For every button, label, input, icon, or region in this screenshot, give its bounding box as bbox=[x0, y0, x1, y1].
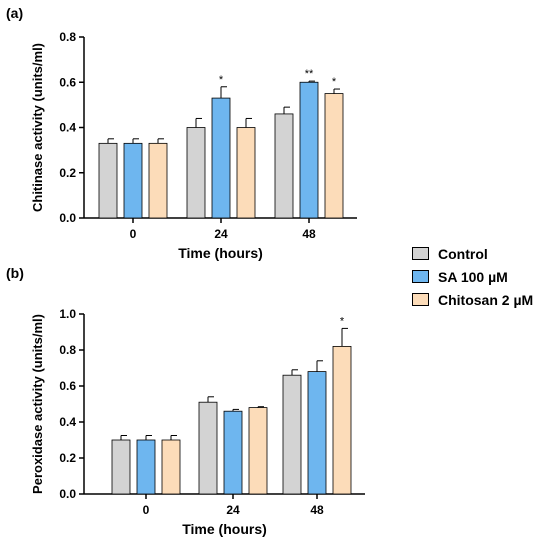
legend-label-sa: SA 100 µM bbox=[438, 268, 508, 285]
panel-b-bar bbox=[307, 371, 327, 495]
panel-b-bar bbox=[198, 401, 218, 495]
panel-a-y-tick-label: 0.8 bbox=[59, 30, 76, 44]
panel-a-bar bbox=[123, 142, 143, 219]
legend-swatch-control bbox=[412, 247, 429, 260]
panel-b-y-tick-label: 0.8 bbox=[59, 343, 76, 357]
legend-item-sa: SA 100 µM bbox=[412, 265, 533, 288]
panel-a-x-tick-label: 24 bbox=[214, 227, 228, 241]
panel-a-significance: * bbox=[219, 74, 224, 86]
panel-b-x-tick-label: 48 bbox=[310, 503, 324, 517]
panel-a-y-label: Chitinase activity (units/ml) bbox=[30, 43, 45, 212]
panel-a-significance: * bbox=[332, 76, 337, 88]
panel-b-bar bbox=[248, 407, 268, 495]
legend-label-chitosan: Chitosan 2 µM bbox=[438, 291, 534, 308]
panel-b-x-label: Time (hours) bbox=[182, 521, 267, 537]
panel-b-x-tick-label: 0 bbox=[143, 503, 150, 517]
panel-a-bar bbox=[186, 127, 206, 219]
panel-a-bar bbox=[98, 142, 118, 219]
panel-a-x-label: Time (hours) bbox=[178, 245, 263, 261]
panel-a-label: (a) bbox=[6, 5, 23, 21]
panel-a-bar bbox=[324, 93, 344, 219]
panel-b-y-tick-label: 0.0 bbox=[59, 487, 76, 501]
panel-b-y-tick-label: 0.4 bbox=[59, 415, 76, 429]
legend-item-control: Control bbox=[412, 242, 533, 265]
panel-a-significance: ** bbox=[305, 68, 314, 80]
legend-swatch-sa bbox=[412, 270, 429, 283]
legend: Control SA 100 µM Chitosan 2 µM bbox=[412, 242, 533, 311]
panel-b-y-tick-label: 0.2 bbox=[59, 451, 76, 465]
panel-b-significance: * bbox=[340, 315, 345, 327]
panel-b-bar bbox=[136, 439, 156, 495]
panel-b-y-tick-label: 0.6 bbox=[59, 379, 76, 393]
panel-b-bar bbox=[111, 439, 131, 495]
panel-a-bar bbox=[211, 97, 231, 219]
panel-a-y-tick-label: 0.2 bbox=[59, 166, 76, 180]
panel-b-y-label: Peroxidase activity (units/ml) bbox=[30, 314, 45, 494]
panel-a-bar bbox=[236, 127, 256, 219]
panel-a-x-tick-label: 0 bbox=[130, 227, 137, 241]
legend-item-chitosan: Chitosan 2 µM bbox=[412, 288, 533, 311]
panel-a-y-tick-label: 0.0 bbox=[59, 211, 76, 225]
panel-a-x-tick-label: 48 bbox=[302, 227, 316, 241]
legend-swatch-chitosan bbox=[412, 293, 429, 306]
panel-b-y-tick-label: 1.0 bbox=[59, 307, 76, 321]
panel-b-x-tick-label: 24 bbox=[226, 503, 240, 517]
panel-a-bar bbox=[148, 142, 168, 219]
panel-b-bar bbox=[161, 439, 181, 495]
panel-a-bar bbox=[274, 113, 294, 219]
panel-b-label: (b) bbox=[6, 265, 24, 281]
panel-a-y-tick-label: 0.6 bbox=[59, 75, 76, 89]
panel-b-bar bbox=[282, 374, 302, 495]
panel-a-y-tick-label: 0.4 bbox=[59, 121, 76, 135]
panel-a-bar bbox=[299, 81, 319, 219]
panel-b-bar bbox=[332, 345, 352, 495]
panel-b-bar bbox=[223, 410, 243, 495]
legend-label-control: Control bbox=[438, 245, 488, 262]
